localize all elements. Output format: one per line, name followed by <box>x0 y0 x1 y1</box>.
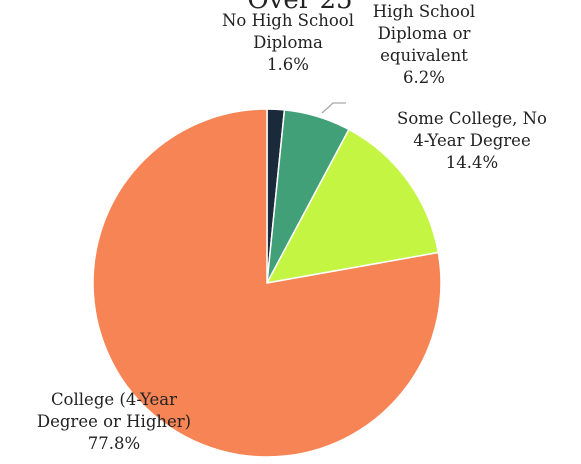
slice-label-3: Some College, No 4-Year Degree 14.4% <box>397 109 547 172</box>
slice-label-line: Diploma <box>253 33 323 52</box>
pie-slices <box>92 108 442 458</box>
slice-label-1: No High School Diploma 1.6% <box>222 11 354 74</box>
slice-label-line: Diploma or <box>378 24 471 43</box>
slice-label-4: College (4-Year Degree or Higher) 77.8% <box>37 390 191 453</box>
slice-label-line: equivalent <box>380 46 468 65</box>
slice-value-4: 77.8% <box>88 434 140 453</box>
leader-lines <box>321 102 346 114</box>
leader-line-2 <box>321 102 346 114</box>
pie-slice-4 <box>92 108 442 458</box>
slice-label-2: High School Diploma or equivalent 6.2% <box>373 2 475 87</box>
slice-value-3: 14.4% <box>446 153 498 172</box>
chart-title: Over 25 <box>247 0 352 15</box>
slice-label-line: Degree or Higher) <box>37 412 191 431</box>
slice-label-line: No High School <box>222 11 354 30</box>
slice-value-2: 6.2% <box>403 68 445 87</box>
slice-label-line: High School <box>373 2 475 21</box>
slice-label-line: 4-Year Degree <box>413 131 530 150</box>
slice-value-1: 1.6% <box>267 55 309 74</box>
slice-label-line: Some College, No <box>397 109 547 128</box>
slice-labels: No High School Diploma 1.6% High School Dipl… <box>37 2 547 453</box>
slice-label-line: College (4-Year <box>51 390 177 409</box>
pie-slice-3 <box>265 128 440 285</box>
